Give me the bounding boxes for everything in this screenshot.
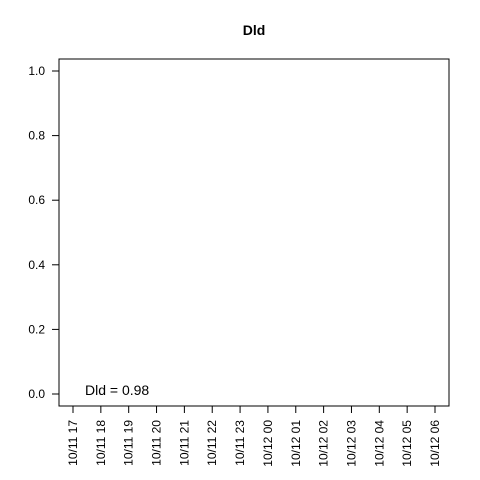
y-tick-label: 1.0 bbox=[28, 64, 45, 78]
x-tick-label: 10/11 18 bbox=[94, 420, 108, 466]
x-tick-label: 10/12 01 bbox=[289, 420, 303, 467]
x-tick-label: 10/11 19 bbox=[122, 420, 136, 466]
y-tick-label: 0.8 bbox=[28, 129, 45, 143]
x-axis: 10/11 17 10/11 18 10/11 19 10/11 20 10/11 21… bbox=[66, 405, 442, 467]
x-tick-label: 10/11 23 bbox=[233, 420, 247, 466]
y-tick-label: 0.6 bbox=[28, 193, 45, 207]
x-tick-label: 10/12 03 bbox=[344, 420, 358, 467]
y-tick-label: 0.0 bbox=[28, 387, 45, 401]
y-tick-label: 0.2 bbox=[28, 322, 45, 336]
x-tick-label: 10/11 20 bbox=[150, 420, 164, 466]
x-tick-label: 10/11 17 bbox=[66, 420, 80, 466]
y-axis: 0.0 0.2 0.4 0.6 0.8 1.0 bbox=[28, 64, 60, 401]
dld-annotation: Dld = 0.98 bbox=[85, 382, 149, 398]
chart-title: Dld bbox=[243, 22, 266, 38]
x-tick-label: 10/12 04 bbox=[372, 420, 386, 467]
x-tick-label: 10/12 00 bbox=[261, 420, 275, 467]
y-tick-label: 0.4 bbox=[28, 258, 45, 272]
x-tick-label: 10/12 06 bbox=[428, 420, 442, 467]
x-tick-label: 10/12 05 bbox=[400, 420, 414, 467]
x-tick-label: 10/11 22 bbox=[205, 420, 219, 466]
x-tick-label: 10/12 02 bbox=[317, 420, 331, 467]
x-tick-label: 10/11 21 bbox=[177, 420, 191, 466]
